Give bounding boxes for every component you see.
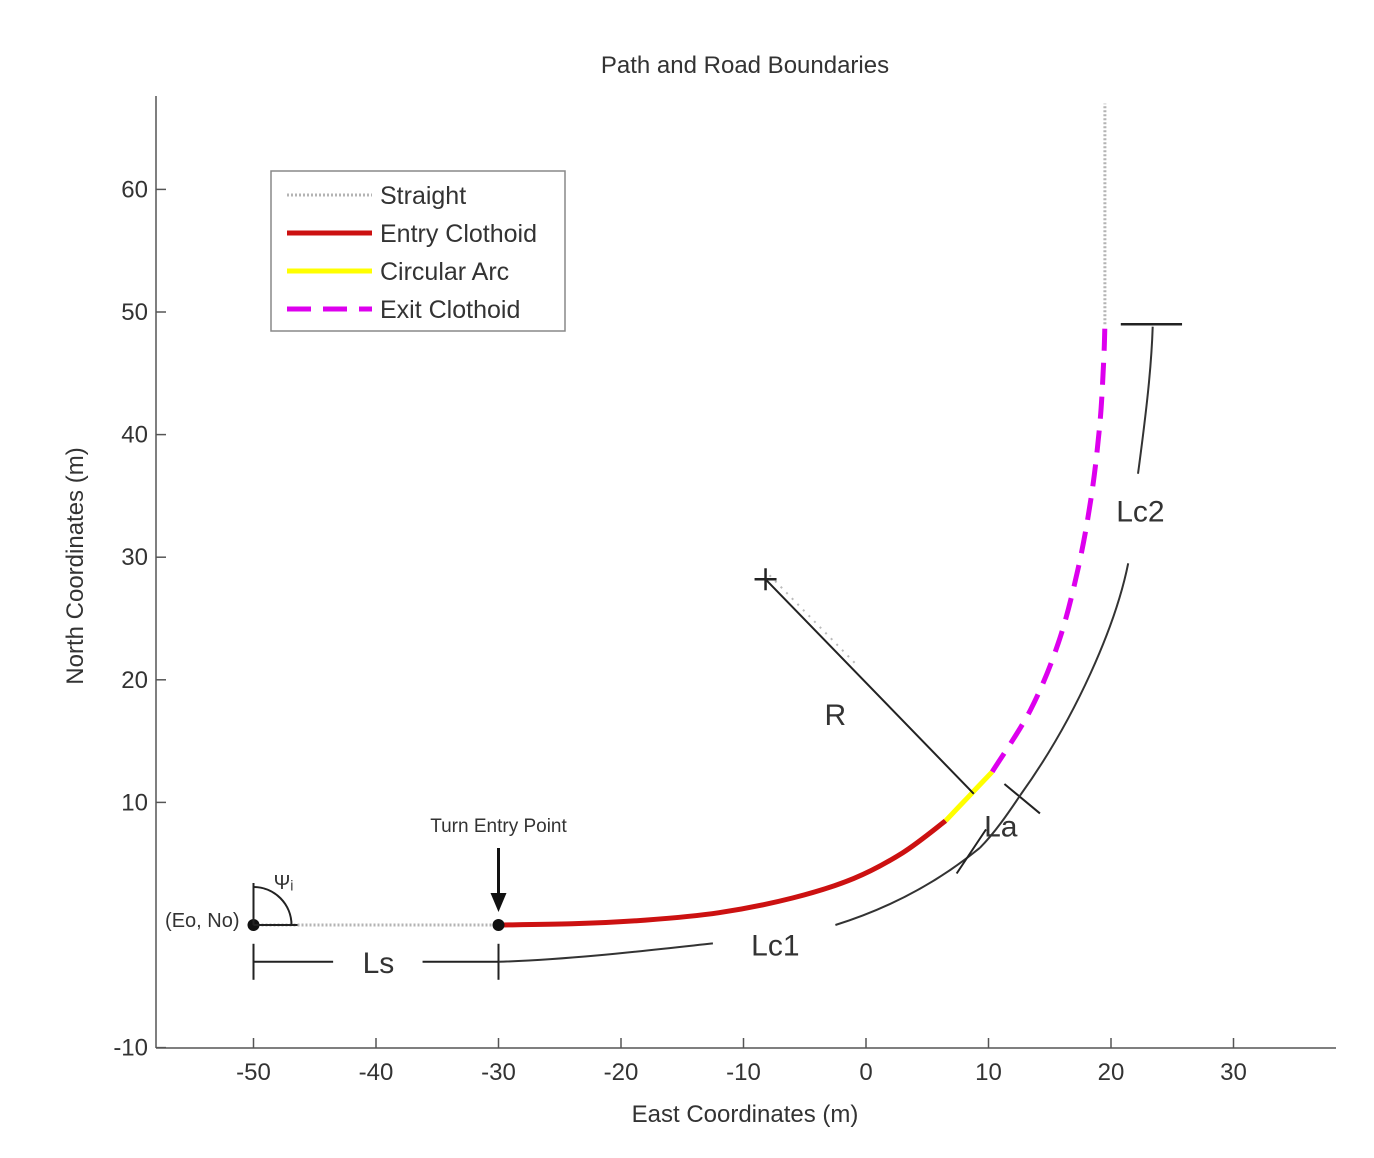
x-tick-label: 0 — [859, 1059, 872, 1086]
radius-label: R — [825, 699, 847, 732]
x-tick-label: 10 — [975, 1059, 1002, 1086]
turn-entry-arrowhead — [490, 893, 507, 912]
lc2-curve-a — [1019, 563, 1130, 796]
x-tick-label: 30 — [1220, 1059, 1247, 1086]
radius-line — [764, 578, 975, 795]
legend: Straight Entry Clothoid Circular Arc Exit C… — [270, 170, 566, 332]
y-axis-label: North Coordinates (m) — [62, 447, 89, 684]
lc2-label: Lc2 — [1116, 496, 1164, 529]
y-tick-label: 60 — [121, 176, 148, 203]
turn-entry-point — [492, 919, 505, 931]
heading-angle-label: Ψᵢ — [274, 872, 294, 894]
legend-label-3: Exit Clothoid — [380, 296, 520, 324]
ls-label: Ls — [363, 947, 395, 980]
lc1-tick — [955, 828, 987, 875]
x-axis-label: East Coordinates (m) — [632, 1101, 859, 1128]
origin-label: (Eo, No) — [165, 910, 239, 932]
chart-title: Path and Road Boundaries — [601, 52, 889, 79]
radius-dots — [768, 574, 859, 667]
y-tick-label: -10 — [113, 1035, 148, 1062]
x-tick-label: -40 — [359, 1059, 394, 1086]
x-tick-label: -20 — [604, 1059, 639, 1086]
la-curve — [979, 794, 1022, 849]
axes: -50 -40 -30 -20 -10 0 10 20 30 -10 10 20 30 40 50 60 — [113, 96, 1336, 1086]
legend-box — [270, 170, 566, 332]
x-tick-label: 20 — [1098, 1059, 1125, 1086]
heading-arc — [253, 886, 293, 926]
lc1-curve-b — [835, 847, 981, 926]
y-tick-label: 30 — [121, 544, 148, 571]
x-tick-label: -50 — [236, 1059, 271, 1086]
turn-entry-label: Turn Entry Point — [430, 816, 567, 837]
legend-label-1: Entry Clothoid — [380, 220, 537, 248]
la-tick — [1003, 783, 1041, 815]
y-tick-label: 50 — [121, 299, 148, 326]
y-tick-label: 40 — [121, 422, 148, 449]
lc1-label: Lc1 — [751, 930, 799, 963]
series-line-3 — [990, 324, 1108, 774]
y-tick-label: 10 — [121, 789, 148, 816]
series-line-2 — [943, 770, 994, 823]
la-label: La — [984, 811, 1018, 844]
lc1-curve-a — [498, 942, 714, 963]
x-tick-label: -10 — [726, 1059, 761, 1086]
legend-label-2: Circular Arc — [380, 258, 509, 286]
annotations: (Eo, No) Turn Entry Point Ψᵢ Ls Lc1 La Lc2 R — [165, 323, 1183, 980]
series-line-1 — [498, 818, 948, 928]
legend-label-0: Straight — [380, 182, 466, 210]
lc2-curve-b — [1137, 326, 1154, 474]
y-tick-label: 20 — [121, 667, 148, 694]
x-tick-label: -30 — [481, 1059, 516, 1086]
